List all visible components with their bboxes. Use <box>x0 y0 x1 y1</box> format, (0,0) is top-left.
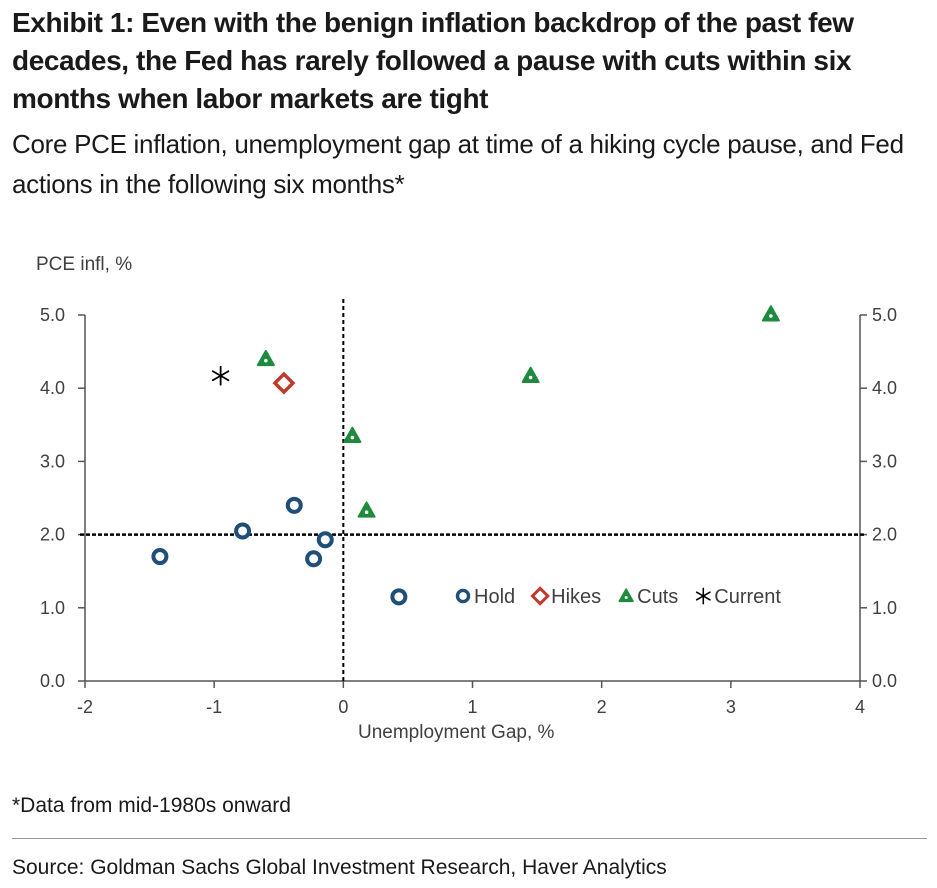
cuts-point <box>521 366 540 383</box>
legend-hikes-marker <box>530 586 550 606</box>
cuts-point-center <box>264 358 268 363</box>
y-tick-label-left: 5.0 <box>40 305 65 325</box>
x-tick-label: -1 <box>206 697 222 717</box>
cuts-point <box>343 426 362 444</box>
x-tick-label: 2 <box>597 697 607 717</box>
y-tick-label-left: 4.0 <box>40 378 65 398</box>
y-tick-label-left: 3.0 <box>40 451 65 471</box>
chart-axes: 0.0 0.0 1.0 1.0 2.0 2.0 3.0 3.0 4.0 4.0 5.0 5.0 -2 -1… <box>40 305 897 717</box>
x-tick-label: -2 <box>77 697 93 717</box>
y-tick-label-right: 2.0 <box>872 525 897 545</box>
cuts-point-center <box>769 314 773 318</box>
legend-hold-label: Hold <box>474 586 515 608</box>
cuts-point <box>761 305 780 322</box>
hold-point <box>305 550 323 568</box>
current-point <box>211 365 230 386</box>
cuts-point-center <box>364 510 369 515</box>
legend-cuts-label: Cuts <box>637 586 678 608</box>
source-note: Source: Goldman Sachs Global Investment … <box>12 856 667 879</box>
y-tick-label-left: 1.0 <box>40 598 65 618</box>
legend-cuts-marker <box>618 588 634 603</box>
divider <box>12 838 927 839</box>
chart-legend: Hold Hikes Cuts Current <box>455 586 781 608</box>
legend-hikes-label: Hikes <box>551 586 601 608</box>
legend-cuts-marker-center <box>624 595 628 600</box>
cuts-point <box>256 349 275 367</box>
hold-point <box>285 496 303 514</box>
hold-point <box>390 588 408 606</box>
chart-title: Exhibit 1: Even with the benign inflatio… <box>12 7 854 114</box>
hold-point <box>234 522 252 540</box>
legend-current-label: Current <box>714 586 781 608</box>
data-points <box>151 305 780 606</box>
current-point-stroke <box>211 370 230 382</box>
x-tick-label: 4 <box>855 697 865 717</box>
chart-subtitle: Core PCE inflation, unemployment gap at … <box>12 129 904 199</box>
y-axis-label: PCE infl, % <box>36 254 133 275</box>
hold-point <box>316 531 334 549</box>
scatter-chart: 0.0 0.0 1.0 1.0 2.0 2.0 3.0 3.0 4.0 4.0 5.0 5.0 -2 -1… <box>40 299 897 717</box>
x-tick-label: 3 <box>726 697 736 717</box>
y-tick-label-right: 3.0 <box>872 451 897 471</box>
reference-lines <box>80 299 865 681</box>
legend-current-marker <box>695 587 711 605</box>
legend-current-marker-stroke <box>695 591 711 601</box>
y-tick-label-right: 5.0 <box>872 305 897 325</box>
cuts-point-center <box>350 435 355 440</box>
y-tick-label-left: 2.0 <box>40 525 65 545</box>
x-tick-label: 0 <box>338 697 348 717</box>
footnote: *Data from mid-1980s onward <box>12 794 291 817</box>
legend-hold-marker <box>455 588 471 604</box>
x-tick-label: 1 <box>467 697 477 717</box>
x-axis-label: Unemployment Gap, % <box>358 722 555 743</box>
y-tick-label-right: 1.0 <box>872 598 897 618</box>
cuts-point <box>357 501 376 518</box>
cuts-point-center <box>528 375 533 380</box>
hold-point <box>151 548 169 566</box>
hikes-point <box>272 371 296 395</box>
y-tick-label-right: 4.0 <box>872 378 897 398</box>
y-tick-label-left: 0.0 <box>40 671 65 691</box>
y-tick-label-right: 0.0 <box>872 671 897 691</box>
